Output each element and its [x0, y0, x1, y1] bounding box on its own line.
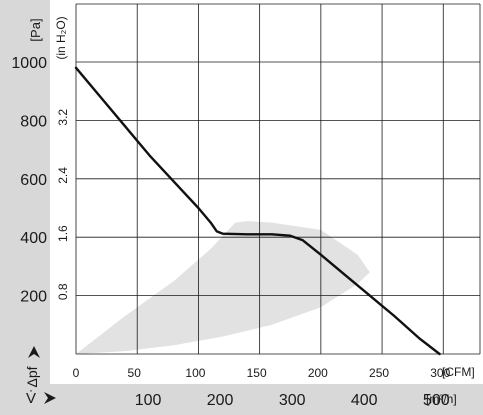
cfm-tick-label: 100 [185, 366, 205, 380]
left-axis-panel [0, 0, 50, 415]
pa-tick-label: 1000 [11, 55, 47, 72]
tick-labels: 0 50 100 150 200 250 30020040060080010000.81.6… [11, 55, 450, 409]
flow-axis-label: V̇ [26, 390, 36, 407]
inh2o-tick-label: 0.8 [56, 283, 70, 300]
inh2o-tick-label: 1.6 [56, 225, 70, 242]
pressure-arrow-icon [28, 346, 40, 358]
pa-tick-label: 600 [20, 172, 47, 189]
m3h-tick-label: 500 [423, 392, 450, 409]
cfm-tick-label: 250 [369, 366, 389, 380]
operating-range-band [76, 221, 370, 354]
pa-unit-label: [Pa] [28, 18, 43, 41]
grid-lines [75, 3, 481, 355]
m3h-tick-label: 400 [351, 392, 378, 409]
m3h-tick-label: 100 [135, 392, 162, 409]
inh2o-tick-label: 3.2 [56, 109, 70, 126]
cfm-tick-label: 300 [430, 366, 450, 380]
fan-curve-line [74, 66, 441, 356]
inh2o-tick-label: 2.4 [56, 167, 70, 184]
inh2o-unit-label: (in H₂O) [54, 16, 68, 59]
cfm-unit-label: [CFM] [442, 365, 475, 379]
cfm-tick-label: 150 [247, 366, 267, 380]
m3h-tick-label: 300 [279, 392, 306, 409]
m3h-tick-label: 200 [207, 392, 234, 409]
pa-tick-label: 400 [20, 230, 47, 247]
pa-tick-label: 200 [20, 289, 47, 306]
m3h-unit-label: [m³/h] [426, 392, 457, 406]
pressure-axis-label: Δpf [24, 366, 40, 387]
flow-arrow-icon [44, 392, 56, 404]
pa-tick-label: 800 [20, 113, 47, 130]
bottom-axis-panel [0, 384, 483, 415]
cfm-tick-label: 50 [128, 366, 142, 380]
cfm-tick-label: 0 [73, 366, 80, 380]
cfm-tick-label: 200 [308, 366, 328, 380]
